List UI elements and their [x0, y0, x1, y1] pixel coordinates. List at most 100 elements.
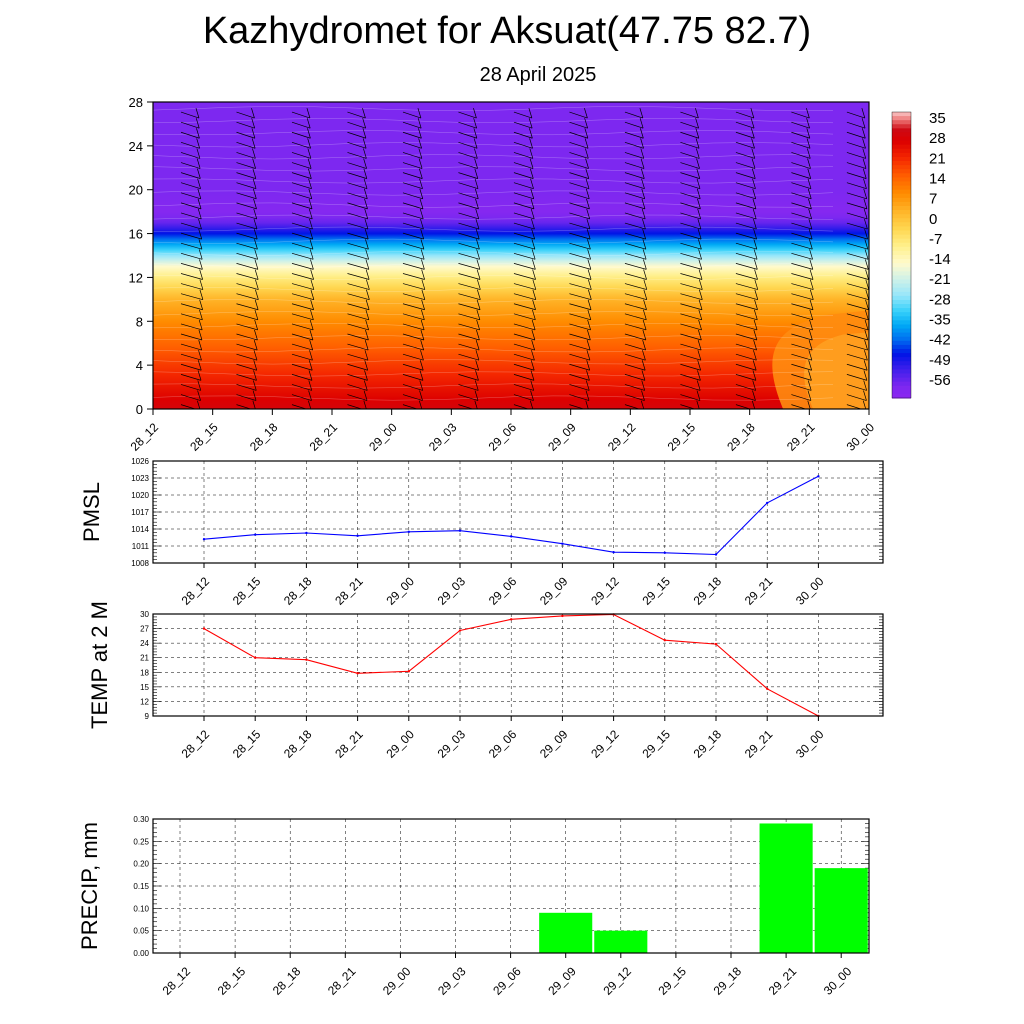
x-tick-label: 29_12	[600, 964, 634, 998]
colorbar-swatch	[892, 353, 911, 358]
wind-barb	[236, 279, 259, 290]
wind-barb	[402, 380, 424, 391]
colorbar-swatch	[892, 389, 911, 395]
isotherm-line	[153, 371, 834, 377]
wind-barb	[402, 390, 423, 401]
temperature-field	[153, 102, 869, 409]
data-point	[510, 535, 513, 538]
wind-barb	[291, 319, 314, 331]
colorbar-swatch	[892, 173, 911, 178]
wind-barb	[624, 350, 646, 361]
y-tick-label: 0.30	[133, 815, 149, 824]
colorbar-swatch	[892, 132, 911, 138]
isotherm-line	[153, 226, 834, 232]
y-tick-label: 24	[140, 639, 149, 648]
wind-barb	[624, 249, 647, 260]
colorbar-swatch	[892, 279, 911, 285]
wind-barb	[347, 148, 367, 159]
wind-barb	[347, 259, 370, 270]
isotherm-line	[153, 359, 834, 365]
isotherm-line	[153, 214, 834, 220]
colorbar-swatch	[892, 120, 911, 125]
y-tick-label: 0.25	[133, 837, 149, 846]
wind-barb	[291, 390, 312, 401]
wind-barb	[791, 148, 811, 159]
wind-barb	[624, 339, 646, 351]
wind-barb	[624, 198, 646, 210]
wind-barb	[735, 107, 755, 119]
wind-barb	[180, 249, 203, 260]
wind-barb	[680, 279, 703, 290]
panel-frame	[152, 460, 884, 564]
x-tick-label: 28_12	[179, 727, 213, 761]
colorbar: 35 28 21 14 7 0 -7 -14 -21 -28 -35 -42 -49 -56	[891, 110, 951, 399]
wind-barb	[735, 299, 758, 311]
data-point	[356, 534, 359, 537]
wind-barb	[236, 118, 256, 129]
wind-barb	[180, 319, 203, 331]
x-tick-label: 29_06	[486, 727, 520, 761]
chart-title: Kazhydromet for Aksuat(47.75 82.7)	[202, 10, 812, 52]
wind-barb	[513, 107, 533, 119]
colorbar-label: -28	[929, 291, 951, 308]
precip-bar	[594, 930, 648, 953]
colorbar-swatch	[892, 181, 911, 187]
panel-frame	[152, 613, 884, 717]
wind-barb	[347, 329, 369, 341]
wind-barb	[569, 107, 588, 119]
data-point	[612, 551, 615, 554]
wind-barb	[569, 208, 591, 220]
wind-barb	[458, 188, 479, 200]
wind-barb	[458, 178, 479, 190]
colorbar-swatch	[892, 373, 911, 379]
x-tick-label: 29_09	[545, 964, 579, 998]
wind-barb	[180, 218, 202, 230]
isotherm-line	[153, 190, 834, 196]
wind-barb	[680, 380, 701, 391]
wind-barb	[791, 107, 810, 119]
wind-barb	[735, 249, 758, 260]
wind-barb	[180, 198, 202, 210]
wind-barb	[236, 198, 257, 210]
data-point	[407, 670, 410, 673]
colorbar-label: 21	[929, 150, 946, 167]
wind-barb	[846, 350, 868, 361]
isotherm-line	[153, 274, 834, 280]
wind-barb	[680, 107, 699, 119]
wind-barb	[791, 188, 812, 200]
y-tick-label: 16	[129, 227, 143, 242]
wind-barb	[569, 370, 590, 381]
colorbar-swatch	[892, 357, 911, 362]
wind-barb	[735, 380, 757, 391]
wind-barb	[624, 370, 646, 381]
wind-barb	[458, 329, 480, 341]
x-tick-label: 30_00	[821, 964, 855, 998]
temp-panel: 9 12 15 18 21 24 27 30 28_12 28_15 28_18 28_21 29_00…	[87, 601, 884, 761]
colorbar-swatch	[892, 267, 911, 272]
wind-barb	[347, 118, 367, 129]
colorbar-swatch	[892, 381, 911, 387]
colorbar-frame	[891, 111, 912, 399]
wind-barb	[569, 279, 592, 290]
wind-barb	[624, 168, 645, 179]
wind-barb	[680, 360, 702, 371]
wind-barb	[402, 138, 422, 149]
wind-barb	[846, 269, 869, 280]
data-point	[458, 529, 462, 532]
wind-barb	[347, 158, 367, 169]
wind-barb	[180, 229, 203, 240]
isotherm-line	[153, 299, 834, 304]
wind-barb	[236, 370, 257, 381]
data-point	[766, 501, 769, 505]
wind-barb	[791, 279, 814, 290]
wind-barb	[513, 168, 534, 179]
x-tick-label: 29_15	[665, 420, 699, 454]
colorbar-swatch	[892, 116, 911, 121]
data-point	[202, 627, 206, 630]
y-tick-label: 0.10	[133, 904, 149, 913]
wind-barb	[402, 299, 425, 311]
wind-barb	[180, 188, 202, 200]
colorbar-label: 7	[929, 191, 937, 208]
data-point	[458, 629, 462, 632]
